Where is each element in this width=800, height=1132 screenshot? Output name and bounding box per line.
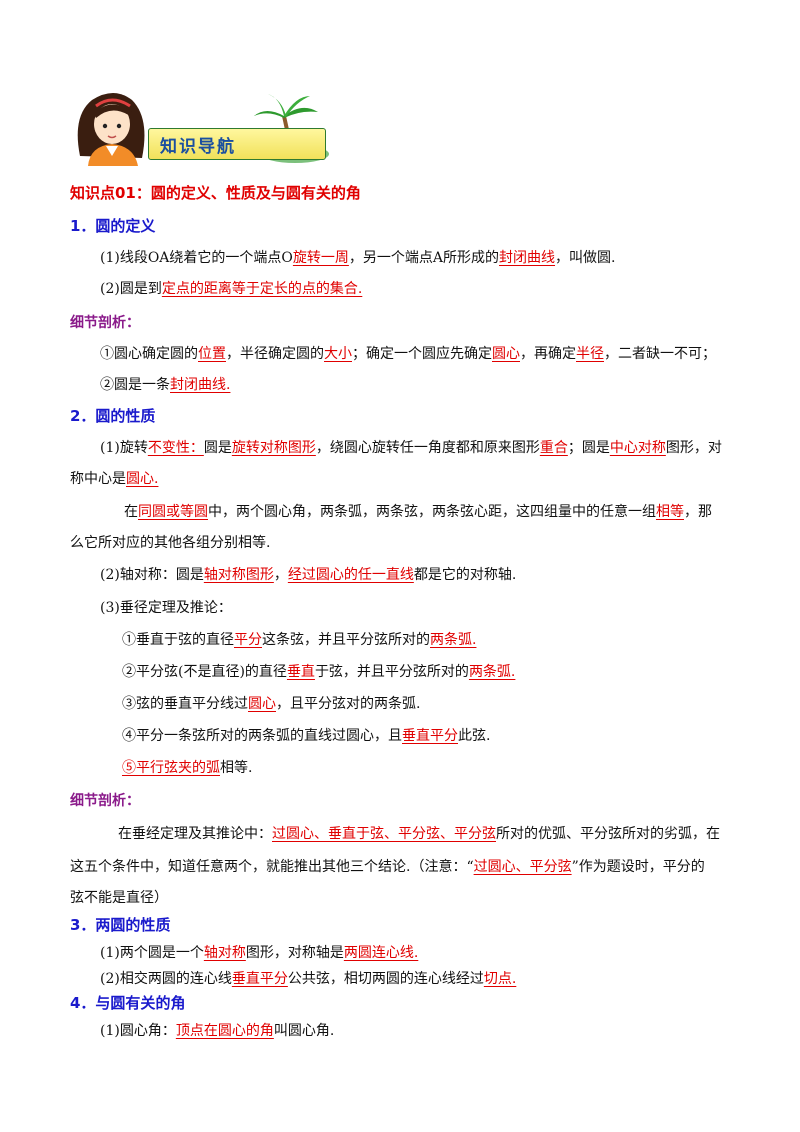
paragraph: 这五个条件中，知道任意两个，就能推出其他三个结论.（注意：“过圆心、平分弦”作为… [70, 859, 705, 875]
paragraph: (3)垂径定理及推论： [100, 600, 232, 616]
list-item: ③弦的垂直平分线过圆心，且平分弦对的两条弧. [122, 696, 421, 712]
list-item: ④平分一条弦所对的两条弧的直线过圆心，且垂直平分此弦. [122, 728, 491, 744]
list-item: ⑤平行弦夹的弧相等. [122, 760, 253, 776]
paragraph: (1)两个圆是一个轴对称图形，对称轴是两圆连心线. [100, 945, 419, 961]
paragraph: 弦不能是直径） [70, 890, 168, 906]
section-banner: 知识导航 [70, 86, 332, 166]
paragraph: ①圆心确定圆的位置，半径确定圆的大小；确定一个圆应先确定圆心，再确定半径，二者缺… [100, 346, 716, 362]
list-item: ①垂直于弦的直径平分这条弦，并且平分弦所对的两条弧. [122, 632, 477, 648]
paragraph: (1)线段OA绕着它的一个端点O旋转一周，另一个端点A所形成的封闭曲线，叫做圆. [100, 250, 616, 266]
list-item: ②平分弦(不是直径)的直径垂直于弦，并且平分弦所对的两条弧. [122, 664, 516, 680]
paragraph: (2)轴对称：圆是轴对称图形，经过圆心的任一直线都是它的对称轴. [100, 567, 517, 583]
paragraph: 称中心是圆心. [70, 471, 159, 487]
detail-analysis-heading: 细节剖析： [70, 793, 140, 809]
heading-circle-definition: 1．圆的定义 [70, 217, 156, 235]
detail-analysis-heading: 细节剖析： [70, 315, 140, 331]
banner-bar [148, 128, 326, 160]
banner-title: 知识导航 [160, 137, 236, 157]
paragraph: ②圆是一条封闭曲线. [100, 377, 231, 393]
paragraph: (1)圆心角：顶点在圆心的角叫圆心角. [100, 1023, 335, 1039]
section-title: 知识点01：圆的定义、性质及与圆有关的角 [70, 184, 361, 202]
heading-two-circles: 3．两圆的性质 [70, 916, 171, 934]
heading-circle-angles: 4．与圆有关的角 [70, 994, 186, 1012]
paragraph: (2)圆是到定点的距离等于定长的点的集合. [100, 281, 363, 297]
paragraph: 在垂经定理及其推论中：过圆心、垂直于弦、平分弦、平分弦所对的优弧、平分弦所对的劣… [118, 826, 720, 842]
heading-circle-properties: 2．圆的性质 [70, 407, 156, 425]
paragraph: (1)旋转不变性：圆是旋转对称图形，绕圆心旋转任一角度都和原来图形重合；圆是中心… [100, 440, 722, 456]
paragraph: 么它所对应的其他各组分别相等. [70, 535, 271, 551]
paragraph: (2)相交两圆的连心线垂直平分公共弦，相切两圆的连心线经过切点. [100, 971, 517, 987]
paragraph: 在同圆或等圆中，两个圆心角，两条弧，两条弦，两条弦心距，这四组量中的任意一组相等… [124, 504, 712, 520]
